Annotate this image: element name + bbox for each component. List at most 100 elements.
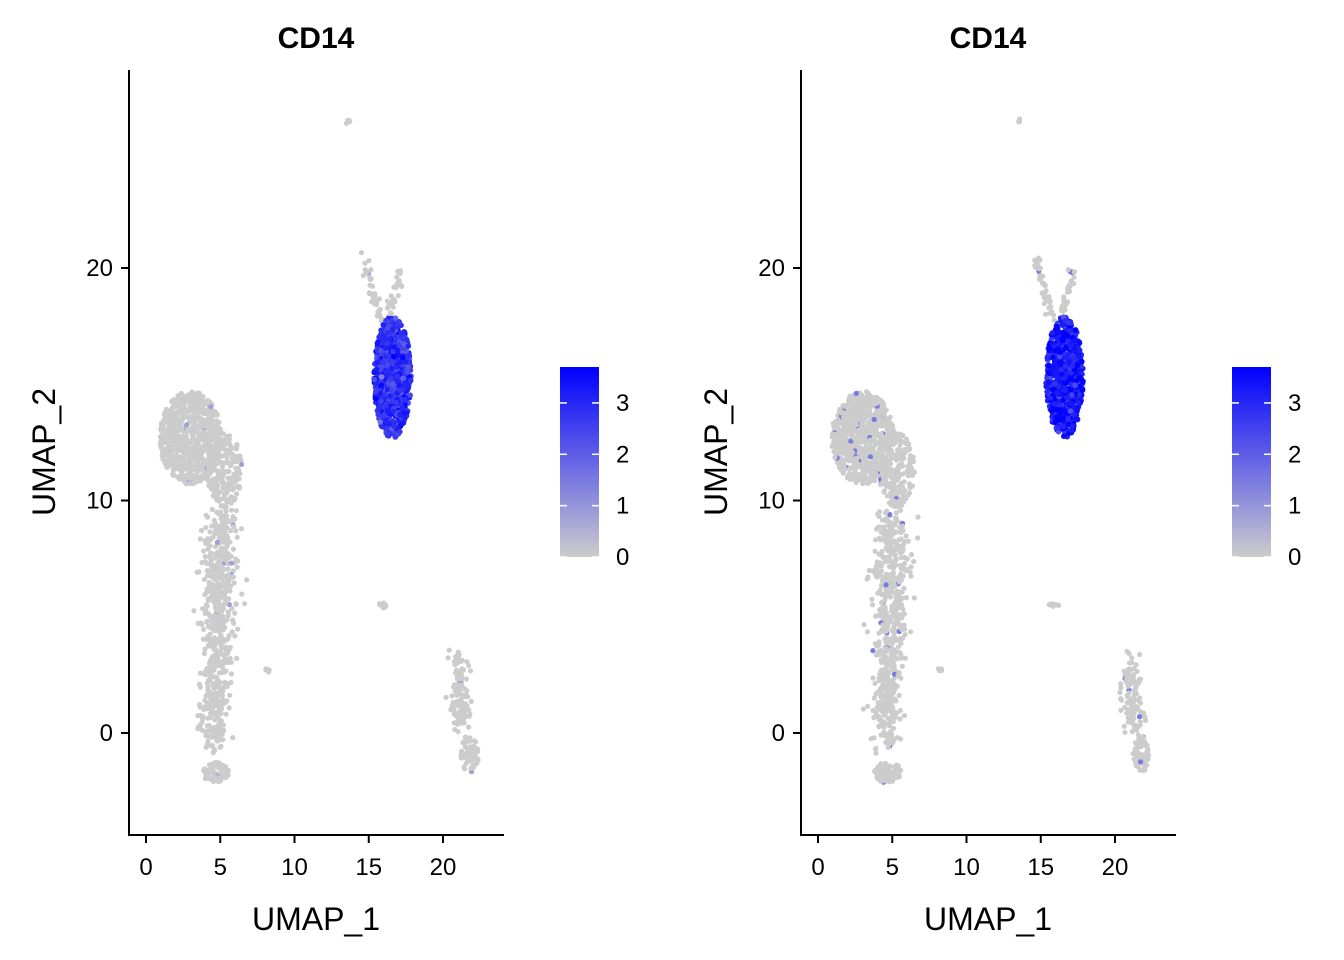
cell-point bbox=[221, 547, 227, 553]
cell-point bbox=[1134, 743, 1140, 749]
cell-point bbox=[1126, 671, 1132, 677]
cell-point bbox=[869, 422, 875, 428]
cell-point bbox=[164, 464, 170, 470]
cell-point bbox=[224, 554, 230, 561]
cell-point bbox=[238, 457, 244, 463]
cell-point bbox=[847, 447, 853, 453]
cell-point bbox=[841, 434, 847, 441]
cell-point bbox=[1043, 311, 1049, 317]
cell-point bbox=[396, 278, 402, 284]
cell-point bbox=[194, 468, 201, 474]
cell-point bbox=[893, 604, 899, 610]
cell-point bbox=[213, 653, 219, 659]
cell-point bbox=[230, 451, 236, 457]
cell-point bbox=[900, 456, 906, 462]
cell-point bbox=[217, 649, 223, 655]
cell-point bbox=[209, 574, 215, 580]
cell-point bbox=[871, 413, 877, 419]
cell-point bbox=[242, 601, 248, 607]
cell-point bbox=[223, 711, 229, 717]
cell-point bbox=[407, 392, 414, 399]
cell-point bbox=[208, 550, 214, 556]
cell-point bbox=[233, 508, 239, 514]
cell-point bbox=[194, 464, 200, 470]
cell-point bbox=[220, 722, 226, 728]
cell-point bbox=[847, 476, 853, 482]
cell-point bbox=[169, 457, 175, 463]
cell-point bbox=[228, 679, 234, 686]
cell-point bbox=[214, 589, 220, 595]
cell-point bbox=[1117, 689, 1123, 696]
cell-point bbox=[871, 416, 877, 423]
cell-point bbox=[882, 604, 888, 610]
cell-point bbox=[876, 535, 883, 541]
cell-point bbox=[865, 476, 871, 482]
cell-point bbox=[870, 399, 876, 405]
cell-point bbox=[893, 556, 899, 562]
cell-point bbox=[374, 340, 381, 347]
cell-point bbox=[458, 699, 464, 705]
cell-point bbox=[885, 592, 891, 598]
cell-point bbox=[173, 410, 179, 416]
cell-point bbox=[900, 527, 906, 534]
cell-point bbox=[377, 390, 383, 397]
cell-point bbox=[206, 479, 212, 485]
y-tick-label: 20 bbox=[86, 255, 113, 282]
cell-point bbox=[238, 526, 245, 532]
cell-point bbox=[898, 640, 904, 647]
cell-point bbox=[403, 336, 410, 343]
cell-point bbox=[233, 457, 239, 463]
cell-point bbox=[871, 395, 877, 401]
cell-point bbox=[1137, 651, 1143, 658]
cell-point bbox=[1045, 294, 1051, 301]
cell-point bbox=[215, 765, 222, 771]
cell-point bbox=[468, 758, 474, 764]
cell-point bbox=[911, 595, 917, 601]
cell-point bbox=[446, 647, 452, 653]
cell-point bbox=[906, 445, 912, 451]
cell-point bbox=[163, 418, 169, 424]
cell-point bbox=[1126, 660, 1133, 666]
cell-point bbox=[174, 452, 180, 459]
cell-point bbox=[860, 706, 866, 712]
cell-point bbox=[853, 397, 859, 403]
cell-point bbox=[202, 554, 208, 560]
cell-point bbox=[208, 625, 214, 631]
cell-point bbox=[899, 626, 905, 632]
cell-point bbox=[389, 366, 395, 372]
cell-point bbox=[454, 657, 460, 664]
cell-point bbox=[839, 460, 845, 466]
cell-point bbox=[203, 512, 209, 518]
cell-point bbox=[216, 447, 222, 454]
cell-point bbox=[231, 497, 237, 503]
cell-point bbox=[911, 558, 917, 565]
cell-point bbox=[849, 427, 855, 433]
cell-point bbox=[219, 670, 225, 676]
cell-point bbox=[380, 322, 387, 328]
cell-point bbox=[882, 768, 888, 774]
cell-point bbox=[889, 651, 896, 657]
cell-point bbox=[906, 481, 912, 487]
cell-point bbox=[884, 621, 890, 627]
cell-point bbox=[863, 444, 869, 450]
cell-point bbox=[884, 539, 891, 545]
cell-point bbox=[908, 629, 914, 635]
cell-point bbox=[228, 659, 234, 665]
cell-point bbox=[208, 743, 214, 749]
cell-point bbox=[459, 709, 465, 715]
cell-point bbox=[215, 569, 221, 575]
cell-point bbox=[897, 716, 903, 722]
cell-point bbox=[378, 327, 384, 334]
cell-point bbox=[227, 442, 233, 448]
cell-point bbox=[887, 558, 893, 564]
cell-point bbox=[371, 369, 378, 376]
cell-point bbox=[1039, 290, 1045, 296]
cell-point bbox=[859, 419, 866, 425]
cell-point bbox=[1051, 317, 1057, 323]
cell-point bbox=[842, 417, 848, 424]
cell-point bbox=[884, 483, 890, 489]
cell-point bbox=[400, 375, 406, 382]
cell-point bbox=[1121, 723, 1127, 730]
cell-point bbox=[212, 627, 218, 634]
cell-point bbox=[880, 778, 886, 784]
